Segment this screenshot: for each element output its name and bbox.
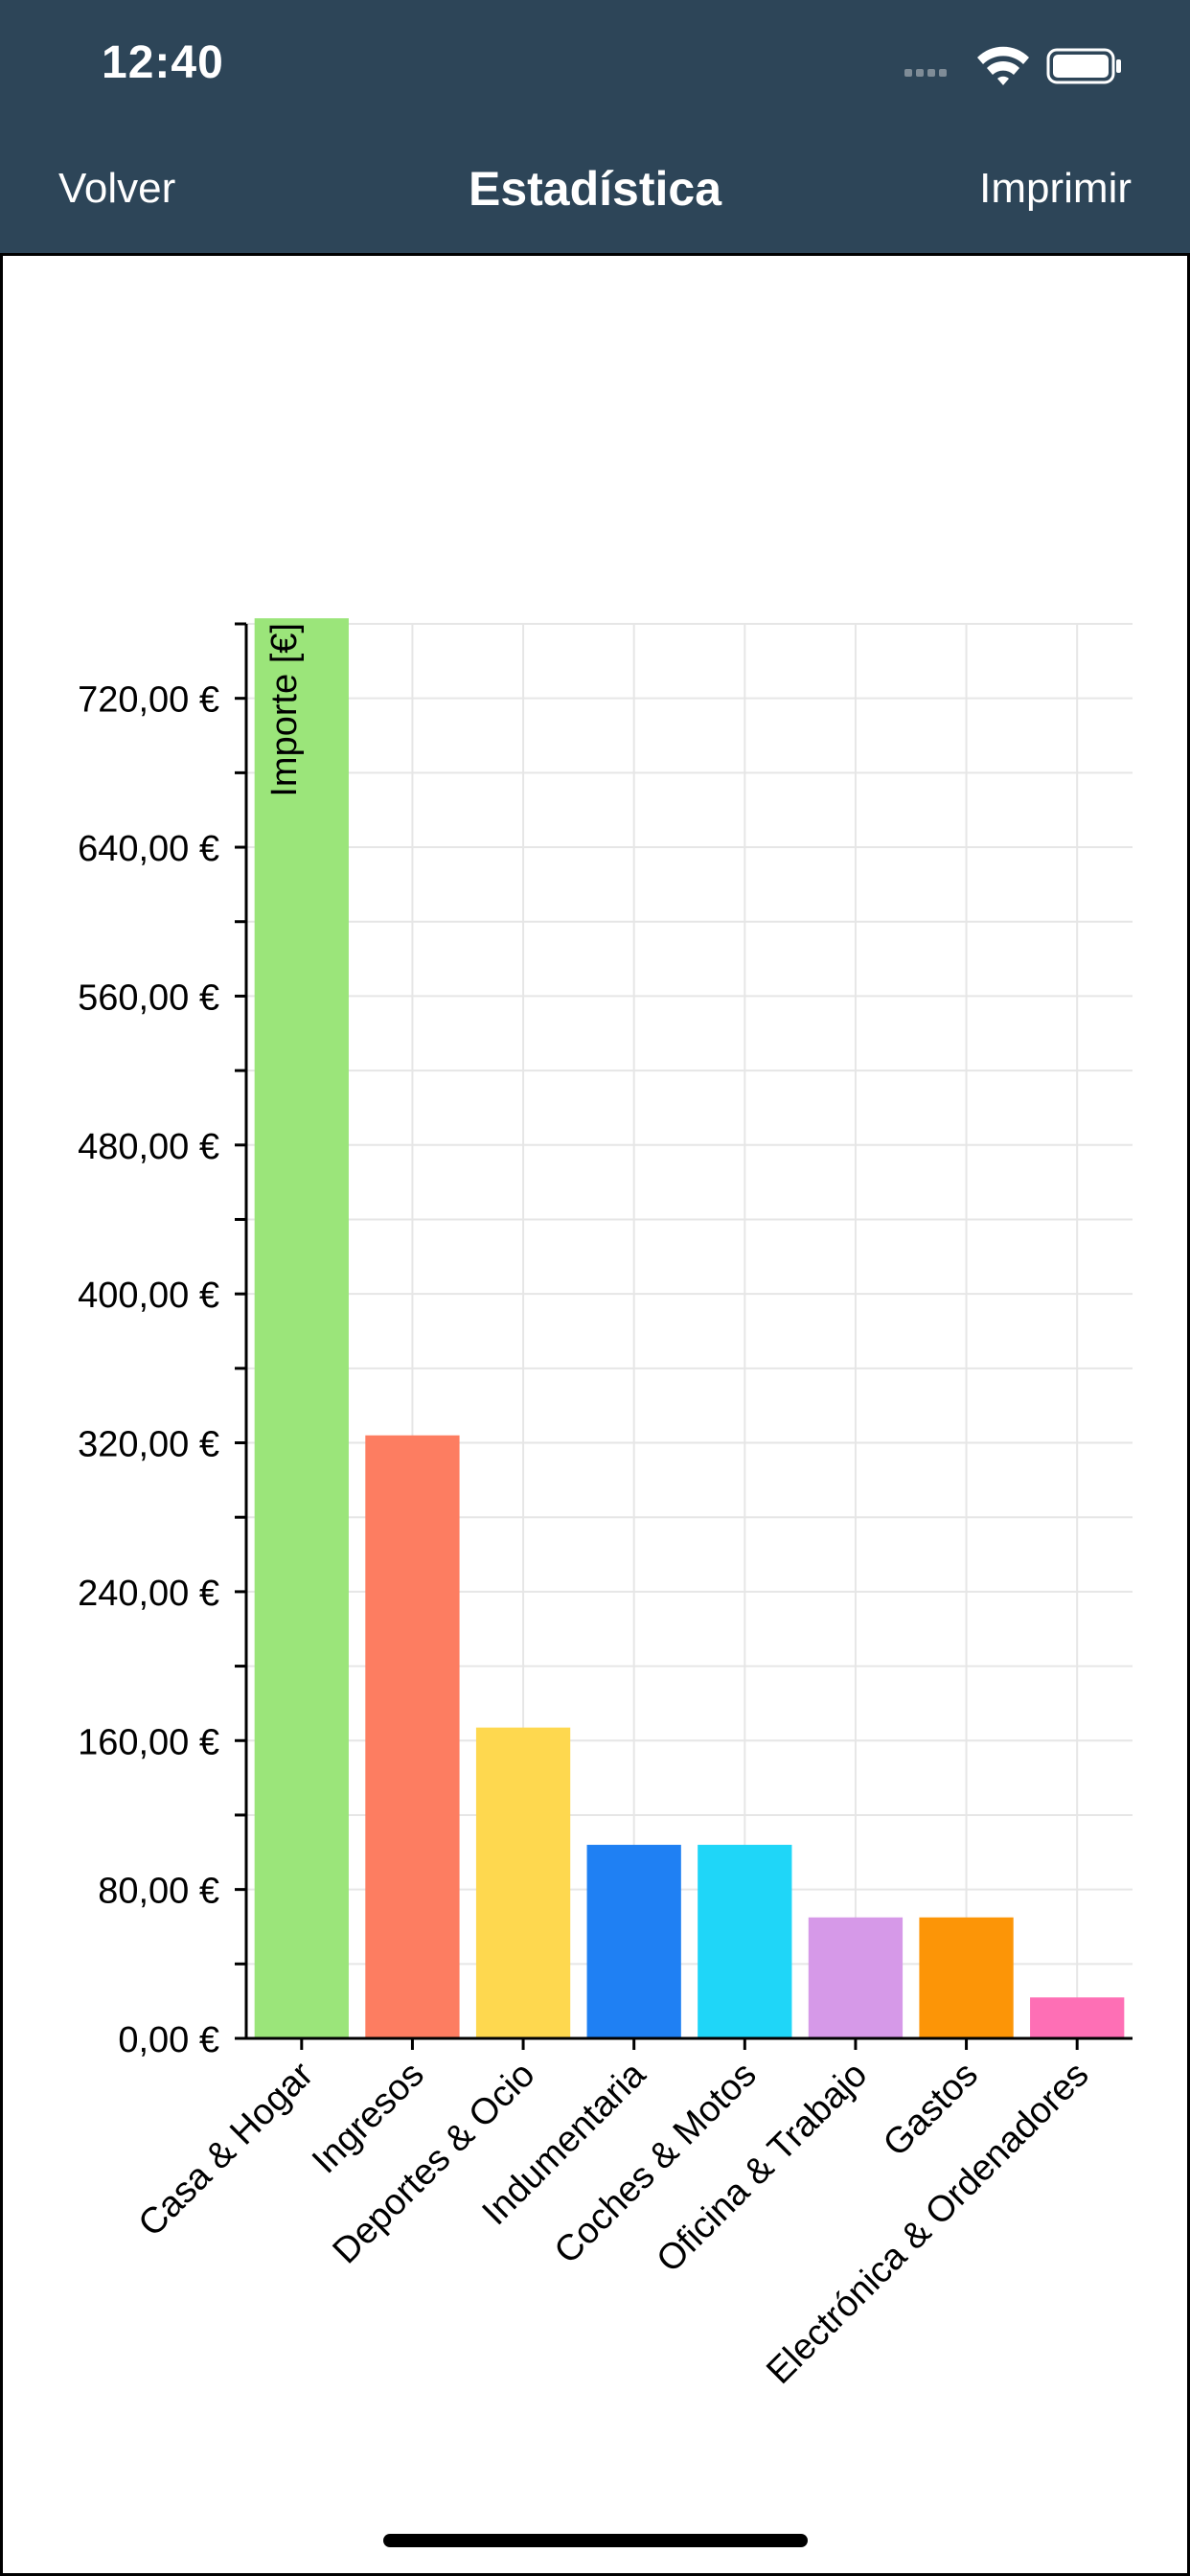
y-tick-label: 320,00 € [78, 1425, 219, 1465]
wifi-icon [977, 46, 1029, 85]
bar-ingresos [365, 1435, 460, 2038]
bar-coches-motos [698, 1845, 792, 2038]
x-tick-label: Coches & Motos [547, 2055, 765, 2272]
y-tick-label: 0,00 € [118, 2020, 219, 2060]
navigation-header: 12:40 Volver Estadística Imprimir [0, 0, 1190, 253]
x-tick-label: Oficina & Trabajo [649, 2055, 875, 2281]
x-tick-label: Deportes & Ocio [326, 2055, 543, 2272]
y-tick-label: 400,00 € [78, 1276, 219, 1316]
y-tick-label: 720,00 € [78, 680, 219, 721]
bar-electr-nica-ordenadores [1030, 1997, 1125, 2038]
battery-icon [1046, 48, 1121, 84]
bar-chart: 0,00 € 80,00 € 160,00 € 240,00 € 320,00 € 400… [78, 618, 1133, 2392]
bar-oficina-trabajo [808, 1917, 904, 2038]
y-tick-label: 80,00 € [98, 1872, 219, 1912]
x-tick-label: Casa & Hogar [131, 2054, 322, 2244]
print-button[interactable]: Imprimir [979, 165, 1132, 212]
status-icons [904, 46, 1121, 85]
y-tick-label: 640,00 € [78, 829, 219, 869]
chart-container: 0,00 € 80,00 € 160,00 € 240,00 € 320,00 € 400… [0, 253, 1190, 2576]
y-tick-label: 560,00 € [78, 978, 219, 1018]
y-tick-label: 480,00 € [78, 1127, 219, 1167]
x-tick-label: Gastos [876, 2055, 986, 2165]
status-time: 12:40 [102, 37, 224, 88]
bar-casa-hogar [254, 618, 349, 2038]
home-indicator [383, 2534, 808, 2547]
bar-indumentaria [586, 1845, 681, 2038]
back-button[interactable]: Volver [58, 165, 176, 212]
y-tick-label: 240,00 € [78, 1574, 219, 1614]
bar-gastos [919, 1917, 1014, 2038]
y-axis-label: Importe [€] [264, 623, 305, 797]
bar-deportes-ocio [475, 1727, 571, 2038]
y-tick-label: 160,00 € [78, 1722, 219, 1762]
signal-icon [904, 69, 947, 77]
